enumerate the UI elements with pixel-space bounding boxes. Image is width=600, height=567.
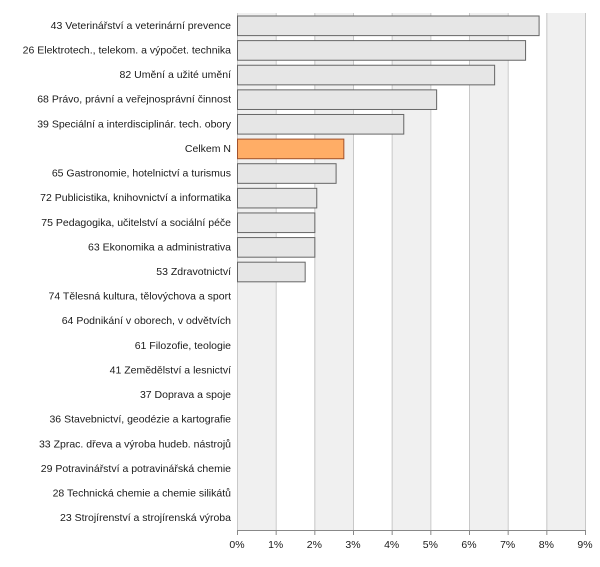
category-label: 72 Publicistika, knihovnictví a informat… — [40, 192, 231, 204]
category-label: 53 Zdravotnictví — [156, 266, 231, 278]
x-tick-label: 8% — [539, 539, 554, 551]
category-label: 82 Umění a užité umění — [120, 69, 232, 81]
grid-band — [469, 13, 508, 530]
category-labels: 43 Veterinářství a veterinární prevence 2… — [23, 20, 232, 524]
category-label: 36 Stavebnictví, geodézie a kartografie — [49, 414, 231, 426]
bar — [237, 212, 316, 234]
category-label: 68 Právo, právní a veřejnosprávní činnos… — [37, 94, 231, 106]
x-ticks: 0% 1% 2% 3% 4% 5% 6% 7% 8% 9% — [229, 530, 593, 551]
x-tick-label: 1% — [268, 539, 283, 551]
category-label: 63 Ekonomika a administrativa — [88, 241, 231, 253]
category-label: 43 Veterinářství a veterinární prevence — [51, 20, 232, 32]
grid-band — [546, 13, 585, 530]
bar — [237, 113, 405, 135]
category-label: 39 Speciální a interdisciplinár. tech. o… — [37, 118, 232, 130]
bars — [237, 15, 540, 283]
bar — [237, 40, 527, 61]
category-label: 23 Strojírenství a strojírenská výroba — [60, 512, 231, 524]
bar — [237, 237, 316, 258]
x-tick-label: 7% — [500, 539, 515, 551]
category-label: 75 Pedagogika, učitelství a sociální péč… — [41, 217, 231, 229]
x-tick-label: 0% — [229, 539, 244, 551]
bar — [237, 15, 540, 37]
category-label: 41 Zemědělství a lesnictví — [110, 364, 231, 376]
category-label: 26 Elektrotech., telekom. a výpočet. tec… — [23, 44, 232, 56]
category-label: 74 Tělesná kultura, tělovýchova a sport — [49, 291, 232, 303]
bar — [237, 64, 496, 86]
bar — [237, 89, 438, 110]
x-tick-label: 6% — [461, 539, 476, 551]
grid-band — [507, 13, 547, 530]
bar — [237, 261, 306, 283]
category-label: 29 Potravinářství a potravinářská chemie — [41, 463, 231, 475]
category-label: 65 Gastronomie, hotelnictví a turismus — [52, 168, 231, 180]
category-label: 64 Podnikání v oborech, v odvětvích — [62, 315, 231, 327]
bar — [237, 187, 318, 209]
bar-highlight — [237, 138, 345, 160]
x-tick-label: 9% — [577, 539, 592, 551]
category-label: Celkem N — [185, 143, 231, 155]
x-tick-label: 4% — [384, 539, 399, 551]
category-label: 33 Zprac. dřeva a výroba hudeb. nástrojů — [39, 438, 231, 450]
bar — [237, 163, 337, 184]
x-tick-label: 5% — [423, 539, 438, 551]
category-label: 28 Technická chemie a chemie silikátů — [53, 488, 232, 500]
x-tick-label: 2% — [307, 539, 322, 551]
category-label: 61 Filozofie, teologie — [135, 340, 231, 352]
x-tick-label: 3% — [345, 539, 360, 551]
category-label: 37 Doprava a spoje — [140, 389, 231, 401]
